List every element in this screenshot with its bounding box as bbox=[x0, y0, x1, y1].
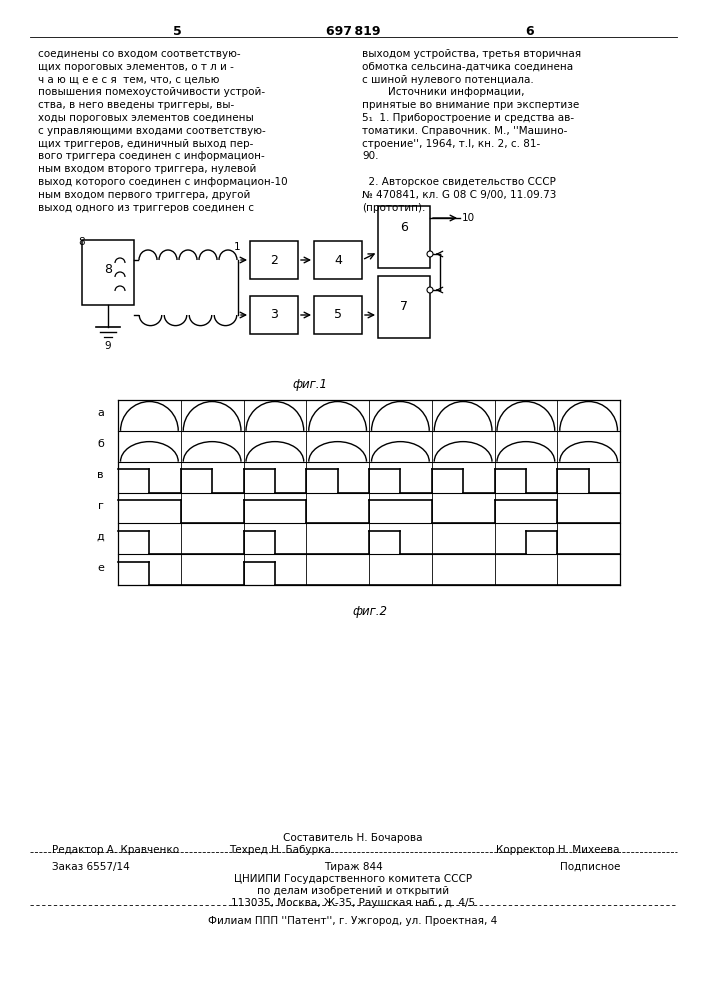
Text: 1: 1 bbox=[234, 242, 240, 252]
Text: принятые во внимание при экспертизе: принятые во внимание при экспертизе bbox=[362, 100, 579, 110]
Text: соединены со входом соответствую-: соединены со входом соответствую- bbox=[38, 49, 240, 59]
Text: щих пороговых элементов, о т л и -: щих пороговых элементов, о т л и - bbox=[38, 62, 234, 72]
Text: 2. Авторское свидетельство СССР: 2. Авторское свидетельство СССР bbox=[362, 177, 556, 187]
Text: 90.: 90. bbox=[362, 151, 378, 161]
Text: Редактор А. Кравченко: Редактор А. Кравченко bbox=[52, 845, 179, 855]
Text: выход одного из триггеров соединен с: выход одного из триггеров соединен с bbox=[38, 203, 254, 213]
Text: Подписное: Подписное bbox=[560, 862, 620, 872]
Text: щих триггеров, единичный выход пер-: щих триггеров, единичный выход пер- bbox=[38, 139, 253, 149]
Text: выход которого соединен с информацион-10: выход которого соединен с информацион-10 bbox=[38, 177, 288, 187]
Text: а: а bbox=[97, 408, 104, 418]
Text: Тираж 844: Тираж 844 bbox=[324, 862, 382, 872]
Text: 10: 10 bbox=[462, 213, 475, 223]
Circle shape bbox=[427, 287, 433, 293]
Text: в: в bbox=[98, 470, 104, 480]
Text: 113035, Москва, Ж-35, Раушская наб., д. 4/5: 113035, Москва, Ж-35, Раушская наб., д. … bbox=[231, 898, 475, 908]
Bar bbox=[250, 241, 298, 279]
Bar bbox=[378, 276, 430, 338]
Text: фиг.2: фиг.2 bbox=[353, 605, 387, 618]
Text: повышения помехоустойчивости устрой-: повышения помехоустойчивости устрой- bbox=[38, 87, 265, 97]
Text: фиг.1: фиг.1 bbox=[293, 378, 327, 391]
Text: д: д bbox=[96, 532, 104, 542]
Bar bbox=[82, 240, 134, 305]
Text: ч а ю щ е е с я  тем, что, с целью: ч а ю щ е е с я тем, что, с целью bbox=[38, 75, 219, 85]
Bar bbox=[314, 296, 362, 334]
Text: 697 819: 697 819 bbox=[326, 25, 380, 38]
Text: с шиной нулевого потенциала.: с шиной нулевого потенциала. bbox=[362, 75, 534, 85]
Text: 5: 5 bbox=[334, 308, 342, 322]
Text: ЦНИИПИ Государственного комитета СССР: ЦНИИПИ Государственного комитета СССР bbox=[234, 874, 472, 884]
Text: Составитель Н. Бочарова: Составитель Н. Бочарова bbox=[284, 833, 423, 843]
Text: строение'', 1964, т.I, кн. 2, с. 81-: строение'', 1964, т.I, кн. 2, с. 81- bbox=[362, 139, 540, 149]
Text: обмотка сельсина-датчика соединена: обмотка сельсина-датчика соединена bbox=[362, 62, 573, 72]
Text: Источники информации,: Источники информации, bbox=[362, 87, 525, 97]
Text: 7: 7 bbox=[400, 300, 408, 314]
Bar bbox=[378, 206, 430, 268]
Text: г: г bbox=[98, 501, 104, 511]
Text: ходы пороговых элементов соединены: ходы пороговых элементов соединены bbox=[38, 113, 254, 123]
Text: Техред Н. Бабурка: Техред Н. Бабурка bbox=[229, 845, 331, 855]
Text: 8: 8 bbox=[104, 263, 112, 276]
Text: Корректор Н. Михеева: Корректор Н. Михеева bbox=[496, 845, 620, 855]
Text: 9: 9 bbox=[104, 341, 110, 351]
Text: 4: 4 bbox=[334, 253, 342, 266]
Text: 3: 3 bbox=[270, 308, 278, 322]
Text: 6: 6 bbox=[526, 25, 534, 38]
Text: ным входом второго триггера, нулевой: ным входом второго триггера, нулевой bbox=[38, 164, 257, 174]
Text: ства, в него введены триггеры, вы-: ства, в него введены триггеры, вы- bbox=[38, 100, 234, 110]
Text: с управляющими входами соответствую-: с управляющими входами соответствую- bbox=[38, 126, 266, 136]
Text: Заказ 6557/14: Заказ 6557/14 bbox=[52, 862, 130, 872]
Text: ным входом первого триггера, другой: ным входом первого триггера, другой bbox=[38, 190, 250, 200]
Text: 8: 8 bbox=[78, 237, 85, 247]
Text: вого триггера соединен с информацион-: вого триггера соединен с информацион- bbox=[38, 151, 264, 161]
Text: № 470841, кл. G 08 C 9/00, 11.09.73: № 470841, кл. G 08 C 9/00, 11.09.73 bbox=[362, 190, 556, 200]
Circle shape bbox=[427, 251, 433, 257]
Bar bbox=[250, 296, 298, 334]
Text: е: е bbox=[97, 563, 104, 573]
Text: 5₁  1. Приборостроение и средства ав-: 5₁ 1. Приборостроение и средства ав- bbox=[362, 113, 574, 123]
Text: 6: 6 bbox=[400, 221, 408, 234]
Text: 5: 5 bbox=[173, 25, 182, 38]
Text: по делам изобретений и открытий: по делам изобретений и открытий bbox=[257, 886, 449, 896]
Text: б: б bbox=[97, 439, 104, 449]
Text: 2: 2 bbox=[270, 253, 278, 266]
Text: (прототип).: (прототип). bbox=[362, 203, 426, 213]
Text: выходом устройства, третья вторичная: выходом устройства, третья вторичная bbox=[362, 49, 581, 59]
Bar bbox=[314, 241, 362, 279]
Text: томатики. Справочник. М., ''Машино-: томатики. Справочник. М., ''Машино- bbox=[362, 126, 568, 136]
Text: Филиам ППП ''Патент'', г. Ужгород, ул. Проектная, 4: Филиам ППП ''Патент'', г. Ужгород, ул. П… bbox=[209, 916, 498, 926]
